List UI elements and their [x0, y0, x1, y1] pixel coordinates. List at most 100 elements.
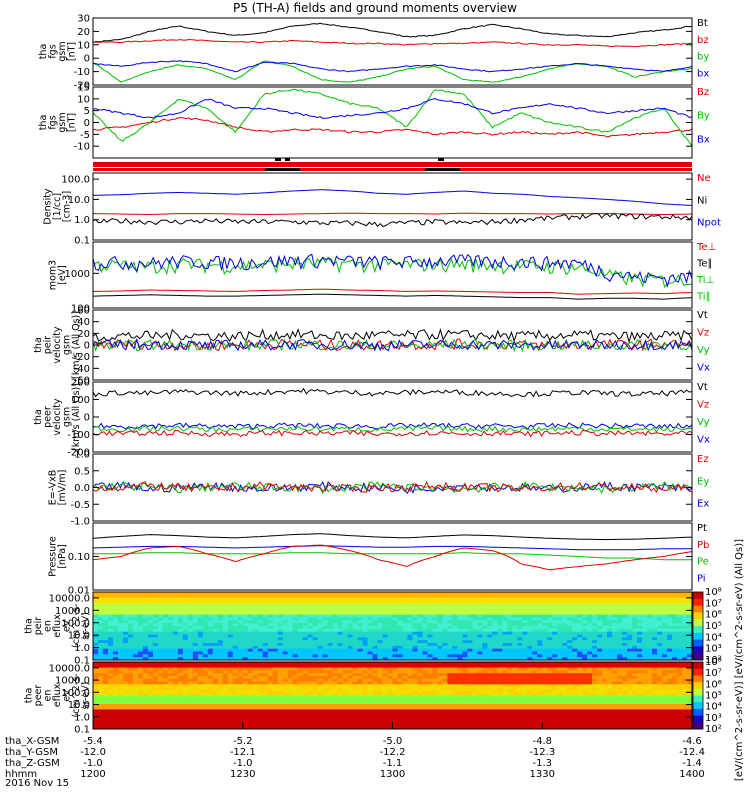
svg-text:eflux: eflux [52, 614, 63, 638]
series-Te∥-line [93, 293, 693, 300]
y-tick-label: 10000.0 [49, 593, 90, 604]
y-tick-label: 20 [77, 329, 90, 340]
y-tick-label: -1.0 [70, 517, 90, 528]
series-Ez-line [92, 481, 693, 493]
time-axis-value: -1.3 [532, 758, 552, 769]
panel-frame [92, 591, 693, 661]
series-Vx-line [92, 422, 693, 430]
y-tick-label: 100.0 [61, 175, 90, 186]
y-tick-label: 100 [71, 304, 90, 315]
svg-text:tha: tha [38, 44, 49, 60]
y-axis-label: Pressure[nPa] [47, 536, 68, 577]
series-Pb-line [92, 544, 693, 571]
series-Bz-line [92, 117, 693, 138]
y-tick-label: 1000 [65, 269, 90, 280]
series-Vt-line [92, 327, 693, 344]
panel-legend: Bz By Bx [697, 87, 710, 145]
y-tick-label: 10000.0 [49, 663, 90, 674]
panel-6: VtVzVyVx-200-1000100200thapeervelocitygs… [33, 378, 710, 459]
y-tick-label: 0 [84, 54, 90, 65]
panel-frame [92, 241, 693, 309]
panel-5: VtVzVyVx-60-40-200204060thapeirvelocityg… [33, 306, 710, 387]
y-tick-label: 10.0 [68, 631, 90, 642]
y-tick-label: 0 [84, 118, 90, 129]
spectrogram-9 [93, 592, 693, 661]
series-Ne-line [93, 212, 693, 215]
colorbar-tick: 10⁷ [705, 668, 722, 679]
y-tick-label: 60 [77, 306, 90, 317]
time-axis-value: -5.2 [233, 736, 253, 747]
time-axis-row-label: hhmm [5, 769, 37, 780]
legend-Bx: Bx [697, 134, 710, 145]
svg-text:[1/cc]: [1/cc] [52, 193, 63, 220]
time-axis-value: -1.1 [383, 758, 403, 769]
legend-Pt: Pt [697, 523, 707, 534]
panel-frame [92, 86, 693, 159]
panel-frame [92, 522, 693, 591]
date-label: 2016 Nov 15 [5, 778, 70, 789]
time-axis-row-label: tha_X-GSM [5, 736, 59, 747]
legend-Vz: Vz [697, 328, 709, 339]
svg-text:[km/s (All Qs)]: [km/s (All Qs)] [71, 383, 82, 451]
panel-3: Ne Ni Npot 0.1 1.0 10.0 100.0 Density[1/cc][cm-… [43, 172, 721, 247]
panel-frame [92, 172, 693, 241]
y-tick-label: 1000.0 [55, 676, 90, 687]
colorbar-tick: 10² [705, 655, 722, 666]
legend-Te⊥: Te⊥ [696, 242, 716, 253]
series-Ni-line [92, 212, 693, 228]
y-tick-label: 0.1 [74, 656, 90, 667]
legend-Vz: Vz [697, 400, 709, 411]
svg-text:tha: tha [38, 115, 49, 131]
svg-text:(cm^2-s-: (cm^2-s- [71, 604, 82, 648]
legend-by: by [697, 52, 709, 63]
legend-Bt: Bt [697, 18, 708, 29]
svg-text:en: en [43, 620, 54, 632]
panel-legend: Ne Ni Npot [697, 173, 721, 229]
legend-Te∥: Te∥ [696, 259, 713, 270]
series-bx-line [92, 60, 693, 73]
series-Pi-line [93, 545, 692, 551]
series-Pt-line [92, 533, 693, 541]
panel-legend: Vt Vz Vy Vx [697, 310, 710, 374]
y-axis: -200 -100 0 100 200 [67, 378, 692, 459]
y-tick-label: 1.0 [74, 450, 90, 461]
series-Ex-line [92, 480, 693, 495]
svg-text:[mV/m]: [mV/m] [57, 470, 68, 506]
y-tick-label: -10 [74, 142, 90, 153]
y-tick-label: 10 [77, 94, 90, 105]
y-tick-label: 100.0 [61, 618, 90, 629]
y-tick-label: 0.1 [74, 725, 90, 736]
y-tick-label: -40 [74, 364, 90, 375]
svg-text:peer: peer [43, 406, 54, 428]
y-tick-label: 200 [71, 378, 90, 389]
svg-text:gsm: gsm [57, 41, 68, 61]
series-bz-line [92, 38, 693, 48]
svg-text:eV: eV [62, 619, 73, 632]
y-tick-label: 1.0 [74, 215, 90, 226]
svg-text:velocity: velocity [52, 398, 63, 436]
time-axis-value: 1330 [530, 769, 555, 780]
series-by-line [92, 60, 693, 83]
legend-Ne: Ne [697, 173, 711, 184]
y-axis: -20 -10 0 10 20 30 [74, 14, 692, 92]
y-axis: 0.01 0.10 [68, 552, 692, 597]
y-tick-label: 1000.0 [55, 606, 90, 617]
time-axis-value: -4.8 [532, 736, 552, 747]
y-axis-label: E=-VxB[mV/m] [47, 470, 68, 506]
panel-9: 10²10³10⁴10⁵10⁶10⁷10⁸0.11.010.0100.01000… [24, 587, 722, 667]
legend-Pb: Pb [697, 540, 709, 551]
svg-text:[eV]: [eV] [57, 265, 68, 285]
y-axis: 0.1 1.0 10.0 100.0 [61, 175, 692, 247]
time-axis-value: -5.4 [83, 736, 103, 747]
time-axis: tha_X-GSM -5.4 -5.2 -5.0 -4.8 -4.6 tha_Y-GSM -1… [5, 722, 705, 780]
colorbar-tick: 10² [705, 724, 722, 735]
y-tick-label: 40 [77, 317, 90, 328]
y-axis-label: mom3[eV] [47, 260, 68, 290]
